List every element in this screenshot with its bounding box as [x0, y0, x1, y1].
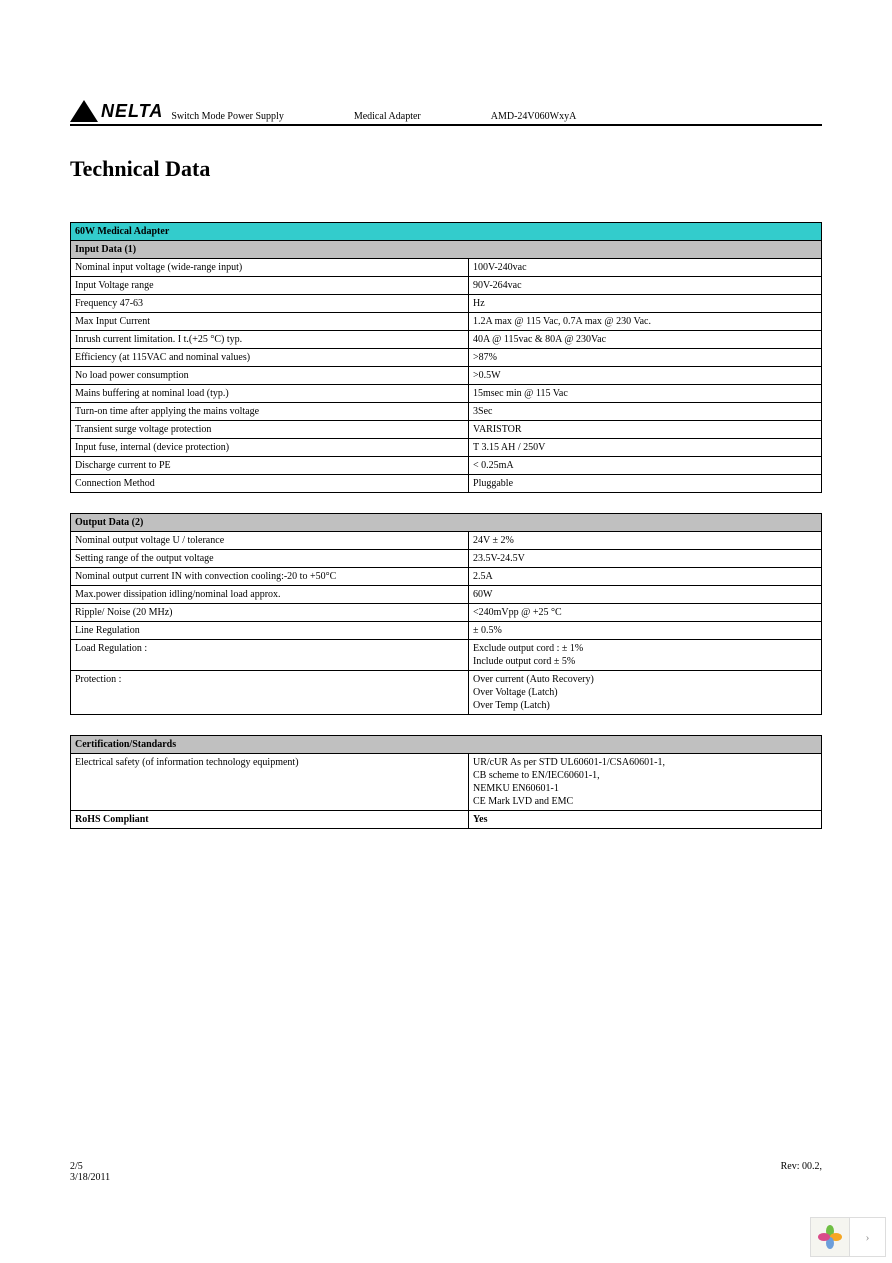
input-data-table: 60W Medical Adapter Input Data (1) Nomin… — [70, 222, 822, 493]
header-category: Switch Mode Power Supply — [171, 111, 284, 122]
spec-label: Max.power dissipation idling/nominal loa… — [71, 586, 469, 604]
output-data-table: Output Data (2) Nominal output voltage U… — [70, 513, 822, 715]
table-row: Protection :Over current (Auto Recovery)… — [71, 671, 822, 715]
page-title: Technical Data — [70, 156, 822, 182]
spec-label: Input fuse, internal (device protection) — [71, 439, 469, 457]
spec-label: Nominal output voltage U / tolerance — [71, 532, 469, 550]
spec-label: Nominal input voltage (wide-range input) — [71, 259, 469, 277]
spec-value: < 0.25mA — [469, 457, 822, 475]
spec-value: <240mVpp @ +25 °C — [469, 604, 822, 622]
page-number: 2/5 — [70, 1161, 110, 1172]
spec-value: >87% — [469, 349, 822, 367]
certification-table: Certification/Standards Electrical safet… — [70, 735, 822, 829]
chevron-right-icon[interactable]: › — [850, 1217, 886, 1257]
revision: Rev: 00.2, — [781, 1161, 822, 1172]
spec-label: Efficiency (at 115VAC and nominal values… — [71, 349, 469, 367]
spec-value: >0.5W — [469, 367, 822, 385]
spec-value: Over current (Auto Recovery) Over Voltag… — [469, 671, 822, 715]
spec-label: Transient surge voltage protection — [71, 421, 469, 439]
spec-value: Pluggable — [469, 475, 822, 493]
table-row: Max.power dissipation idling/nominal loa… — [71, 586, 822, 604]
table-section-header: Output Data (2) — [71, 514, 822, 532]
spec-label: Line Regulation — [71, 622, 469, 640]
spec-label: No load power consumption — [71, 367, 469, 385]
table-row: Efficiency (at 115VAC and nominal values… — [71, 349, 822, 367]
table-row: Setting range of the output voltage23.5V… — [71, 550, 822, 568]
spec-value: 3Sec — [469, 403, 822, 421]
spec-value: 23.5V-24.5V — [469, 550, 822, 568]
spec-value: UR/cUR As per STD UL60601-1/CSA60601-1, … — [469, 754, 822, 811]
spec-label: Discharge current to PE — [71, 457, 469, 475]
spec-value: VARISTOR — [469, 421, 822, 439]
spec-label: Ripple/ Noise (20 MHz) — [71, 604, 469, 622]
corner-widget[interactable]: › — [810, 1217, 886, 1257]
spec-label: Turn-on time after applying the mains vo… — [71, 403, 469, 421]
spec-value: 90V-264vac — [469, 277, 822, 295]
spec-label: Nominal output current IN with convectio… — [71, 568, 469, 586]
flower-icon — [810, 1217, 850, 1257]
footer-date: 3/18/2011 — [70, 1172, 110, 1183]
spec-value: T 3.15 AH / 250V — [469, 439, 822, 457]
header-product-type: Medical Adapter — [354, 111, 421, 122]
table-section-header: Certification/Standards — [71, 736, 822, 754]
table-row: Turn-on time after applying the mains vo… — [71, 403, 822, 421]
logo-triangle-icon — [70, 100, 98, 122]
delta-logo: NELTA — [70, 100, 163, 122]
spec-label: Max Input Current — [71, 313, 469, 331]
table-row: Nominal output current IN with convectio… — [71, 568, 822, 586]
table-row: Nominal output voltage U / tolerance24V … — [71, 532, 822, 550]
header-model: AMD-24V060WxyA — [491, 111, 577, 122]
spec-label: Load Regulation : — [71, 640, 469, 671]
logo-text: NELTA — [101, 101, 163, 122]
table-row: No load power consumption>0.5W — [71, 367, 822, 385]
spec-label: Electrical safety (of information techno… — [71, 754, 469, 811]
table-row: Frequency 47-63Hz — [71, 295, 822, 313]
table-row: Max Input Current1.2A max @ 115 Vac, 0.7… — [71, 313, 822, 331]
table-row: Load Regulation :Exclude output cord : ±… — [71, 640, 822, 671]
table-row: Line Regulation± 0.5% — [71, 622, 822, 640]
table-section-header: Input Data (1) — [71, 241, 822, 259]
spec-value: 15msec min @ 115 Vac — [469, 385, 822, 403]
spec-value: 2.5A — [469, 568, 822, 586]
table-row: Connection MethodPluggable — [71, 475, 822, 493]
table-row: Mains buffering at nominal load (typ.)15… — [71, 385, 822, 403]
page-header: NELTA Switch Mode Power Supply Medical A… — [70, 100, 822, 126]
table-row: Discharge current to PE< 0.25mA — [71, 457, 822, 475]
table-row: Nominal input voltage (wide-range input)… — [71, 259, 822, 277]
spec-label: Inrush current limitation. I t.(+25 °C) … — [71, 331, 469, 349]
spec-label: Connection Method — [71, 475, 469, 493]
spec-label: Frequency 47-63 — [71, 295, 469, 313]
spec-label: Protection : — [71, 671, 469, 715]
spec-label: Setting range of the output voltage — [71, 550, 469, 568]
table-row: RoHS CompliantYes — [71, 811, 822, 829]
table-row: Input fuse, internal (device protection)… — [71, 439, 822, 457]
spec-value: 100V-240vac — [469, 259, 822, 277]
spec-value: 1.2A max @ 115 Vac, 0.7A max @ 230 Vac. — [469, 313, 822, 331]
spec-value: Yes — [469, 811, 822, 829]
spec-value: 60W — [469, 586, 822, 604]
spec-value: 40A @ 115vac & 80A @ 230Vac — [469, 331, 822, 349]
table-row: Input Voltage range90V-264vac — [71, 277, 822, 295]
table-row: Ripple/ Noise (20 MHz)<240mVpp @ +25 °C — [71, 604, 822, 622]
spec-value: Exclude output cord : ± 1% Include outpu… — [469, 640, 822, 671]
page-footer: 2/5 3/18/2011 Rev: 00.2, — [70, 1161, 822, 1183]
spec-label: Mains buffering at nominal load (typ.) — [71, 385, 469, 403]
table-row: Transient surge voltage protectionVARIST… — [71, 421, 822, 439]
table-row: Inrush current limitation. I t.(+25 °C) … — [71, 331, 822, 349]
spec-label: Input Voltage range — [71, 277, 469, 295]
spec-value: Hz — [469, 295, 822, 313]
table-row: Electrical safety (of information techno… — [71, 754, 822, 811]
spec-value: 24V ± 2% — [469, 532, 822, 550]
spec-label: RoHS Compliant — [71, 811, 469, 829]
spec-value: ± 0.5% — [469, 622, 822, 640]
table-title: 60W Medical Adapter — [71, 223, 822, 241]
